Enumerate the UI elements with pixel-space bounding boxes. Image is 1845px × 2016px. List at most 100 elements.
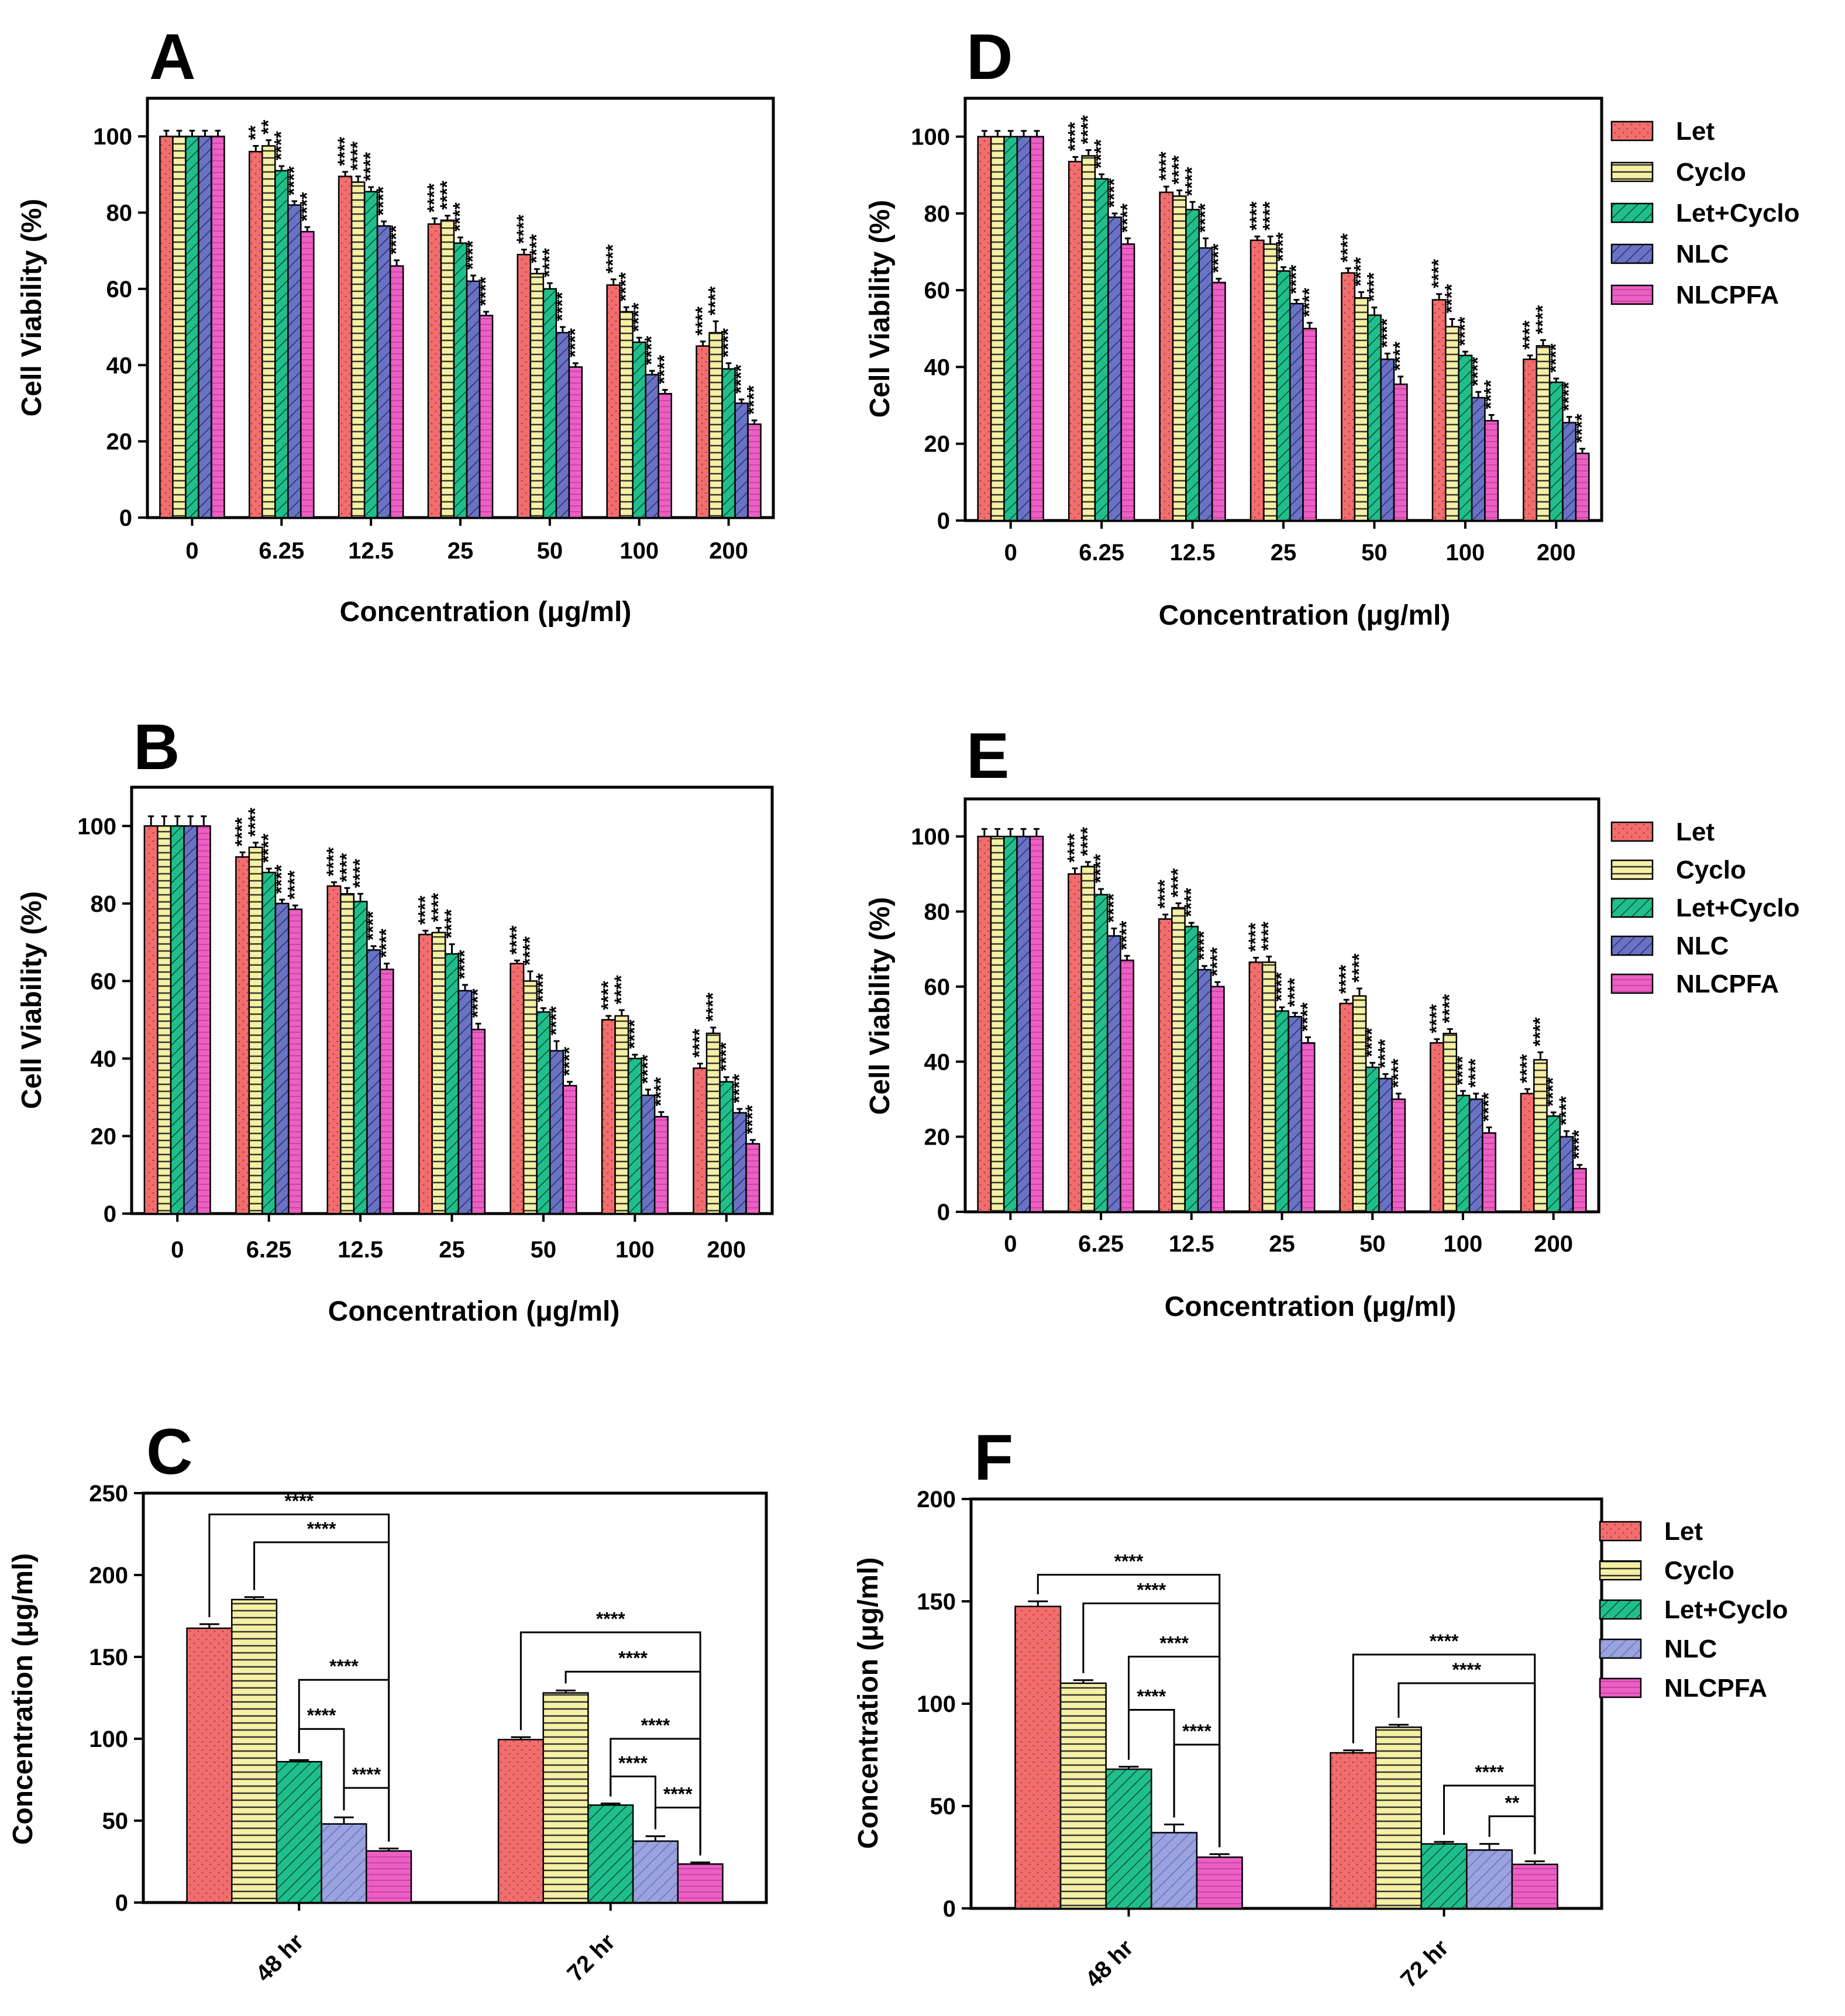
significance-stars: **** bbox=[559, 1046, 580, 1076]
bar-let bbox=[1339, 1002, 1354, 1213]
x-tick-label: 25 bbox=[448, 538, 474, 564]
significance-stars: **** bbox=[1558, 381, 1579, 411]
bar-let bbox=[1068, 873, 1082, 1213]
significance-stars: **** bbox=[1452, 1056, 1473, 1085]
bar-nlcpfa bbox=[288, 908, 303, 1215]
x-tick-label: 100 bbox=[615, 1237, 655, 1263]
significance-stars: **** bbox=[441, 909, 462, 938]
bar-let-cyclo bbox=[274, 170, 289, 519]
bar-cyclo bbox=[1354, 297, 1369, 522]
legend-label-cyclo: Cyclo bbox=[1664, 1556, 1734, 1585]
bar-let-cyclo bbox=[353, 901, 368, 1215]
x-tick-label: 0 bbox=[171, 1237, 184, 1263]
y-tick-label: 40 bbox=[924, 354, 951, 380]
significance-stars: **** bbox=[513, 214, 534, 243]
bar-nlcpfa bbox=[747, 423, 762, 519]
significance-stars: **** bbox=[641, 336, 662, 365]
significance-stars: **** bbox=[1180, 887, 1202, 916]
y-tick-label: 150 bbox=[89, 1645, 128, 1670]
bar-let-cyclo bbox=[444, 953, 460, 1215]
significance-stars: **** bbox=[1519, 320, 1540, 349]
significance-stars: **** bbox=[270, 131, 291, 160]
bar-nlcpfa bbox=[1511, 1863, 1558, 1910]
bar-let bbox=[693, 1067, 708, 1215]
y-axis-title: Cell Viability (%) bbox=[16, 891, 47, 1109]
bracket-label: **** bbox=[1475, 1762, 1504, 1783]
significance-stars: **** bbox=[1168, 155, 1189, 184]
significance-bracket bbox=[1488, 1815, 1536, 1855]
legend: Let Cyclo Let+Cyclo NLC NLCPFA bbox=[1610, 117, 1800, 309]
y-tick-label: 200 bbox=[917, 1487, 956, 1512]
legend-label-let: Let bbox=[1664, 1517, 1703, 1546]
bar-let bbox=[1014, 1605, 1062, 1910]
bar-let-cyclo bbox=[185, 135, 199, 519]
x-tick-label: 12.5 bbox=[1169, 1231, 1214, 1257]
significance-stars: **** bbox=[1374, 1039, 1395, 1068]
significance-stars: **** bbox=[1195, 203, 1216, 232]
bracket-label: **** bbox=[618, 1752, 648, 1773]
bracket-label: **** bbox=[329, 1656, 359, 1677]
significance-stars: **** bbox=[743, 385, 765, 414]
significance-stars: **** bbox=[1532, 305, 1553, 334]
significance-stars: **** bbox=[1116, 921, 1137, 950]
bar-nlcpfa bbox=[471, 1028, 486, 1215]
bar-cyclo bbox=[230, 1598, 278, 1904]
bar-let bbox=[338, 175, 353, 519]
bar-cyclo bbox=[529, 273, 545, 519]
panel-letter: F bbox=[974, 1422, 1013, 1494]
legend-label-let-cyclo: Let+Cyclo bbox=[1676, 199, 1800, 228]
bracket-label: **** bbox=[352, 1764, 381, 1785]
x-tick-label: 48 hr bbox=[1080, 1935, 1138, 1993]
bar-let-cyclo bbox=[1420, 1843, 1468, 1910]
bracket-label: **** bbox=[618, 1648, 648, 1669]
bar-let bbox=[1431, 299, 1447, 522]
bar-cyclo bbox=[1059, 1682, 1107, 1910]
significance-stars: **** bbox=[637, 1054, 658, 1084]
bar-nlcpfa bbox=[1120, 959, 1135, 1213]
bar-nlcpfa bbox=[1196, 1856, 1243, 1910]
bar-let bbox=[1249, 239, 1265, 522]
y-tick-label: 60 bbox=[924, 974, 951, 1000]
bar-cyclo bbox=[619, 311, 634, 519]
bar-nlcpfa bbox=[1120, 243, 1135, 522]
x-tick-label: 72 hr bbox=[562, 1929, 620, 1987]
significance-stars: **** bbox=[1155, 151, 1176, 181]
x-tick-label: 200 bbox=[709, 538, 748, 564]
significance-stars: **** bbox=[624, 1019, 645, 1049]
bar-cyclo bbox=[542, 1692, 589, 1904]
legend-label-nlc: NLC bbox=[1676, 932, 1729, 960]
significance-stars: **** bbox=[539, 248, 560, 277]
y-tick-label: 150 bbox=[917, 1589, 956, 1615]
significance-stars: **** bbox=[1439, 994, 1460, 1023]
significance-stars: **** bbox=[506, 925, 527, 954]
significance-stars: **** bbox=[323, 847, 344, 876]
y-tick-label: 50 bbox=[102, 1808, 129, 1834]
panel-letter: D bbox=[966, 21, 1013, 93]
y-tick-label: 80 bbox=[106, 201, 133, 226]
significance-stars: **** bbox=[545, 1006, 566, 1035]
panel-f: F 0 50 100 150 200 Concentration (μg/ml) 48 hr 7… bbox=[853, 1422, 1788, 1993]
bar-nlcpfa bbox=[562, 1085, 577, 1215]
significance-stars: **** bbox=[436, 180, 457, 209]
bar-let-cyclo bbox=[587, 1804, 634, 1904]
legend-label-cyclo: Cyclo bbox=[1676, 158, 1746, 187]
bar-nlcpfa bbox=[1575, 452, 1590, 522]
y-tick-label: 20 bbox=[924, 432, 951, 457]
x-tick-label: 50 bbox=[1361, 540, 1388, 566]
bar-nlc bbox=[1016, 835, 1031, 1213]
significance-stars: **** bbox=[1337, 233, 1358, 262]
bracket-label: **** bbox=[1430, 1631, 1459, 1652]
significance-stars: **** bbox=[718, 328, 739, 357]
y-tick-label: 100 bbox=[917, 1691, 956, 1717]
bar-let-cyclo bbox=[1184, 925, 1199, 1213]
bar-nlcpfa bbox=[196, 825, 211, 1215]
bar-let bbox=[235, 856, 250, 1215]
x-tick-label: 0 bbox=[185, 538, 198, 564]
significance-stars: **** bbox=[1077, 826, 1098, 856]
legend-swatch-cyclo bbox=[1610, 161, 1654, 182]
bar-let bbox=[977, 136, 992, 522]
x-tick-label: 50 bbox=[531, 1237, 557, 1263]
significance-stars: **** bbox=[728, 1074, 749, 1103]
bar-cyclo bbox=[1171, 907, 1186, 1213]
y-axis-title: Concentration (μg/ml) bbox=[853, 1557, 884, 1849]
